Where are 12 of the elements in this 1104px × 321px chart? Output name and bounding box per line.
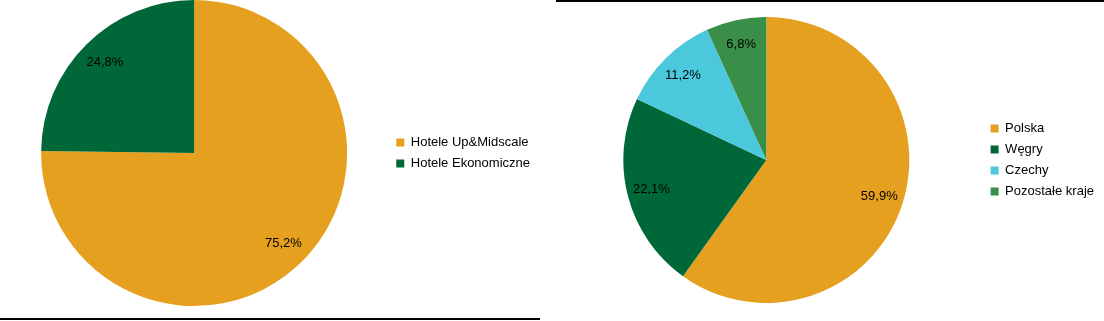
data-label: 11,2% [664,67,702,83]
data-label: 59,9% [860,187,899,203]
data-label: 75,2% [264,234,303,250]
legend-label: Czechy [1005,162,1049,178]
legend-label: Hotele Up&Midscale [410,134,529,150]
legend-label: Pozostałe kraje [1005,183,1095,199]
data-label: 24,8% [86,54,124,70]
legend-label: Węgry [1005,141,1044,157]
legend-label: Polska [1005,120,1045,136]
data-label: 22,1% [633,181,671,197]
legend-label: Hotele Ekonomiczne [410,155,531,171]
data-label: 6,8% [726,35,757,51]
